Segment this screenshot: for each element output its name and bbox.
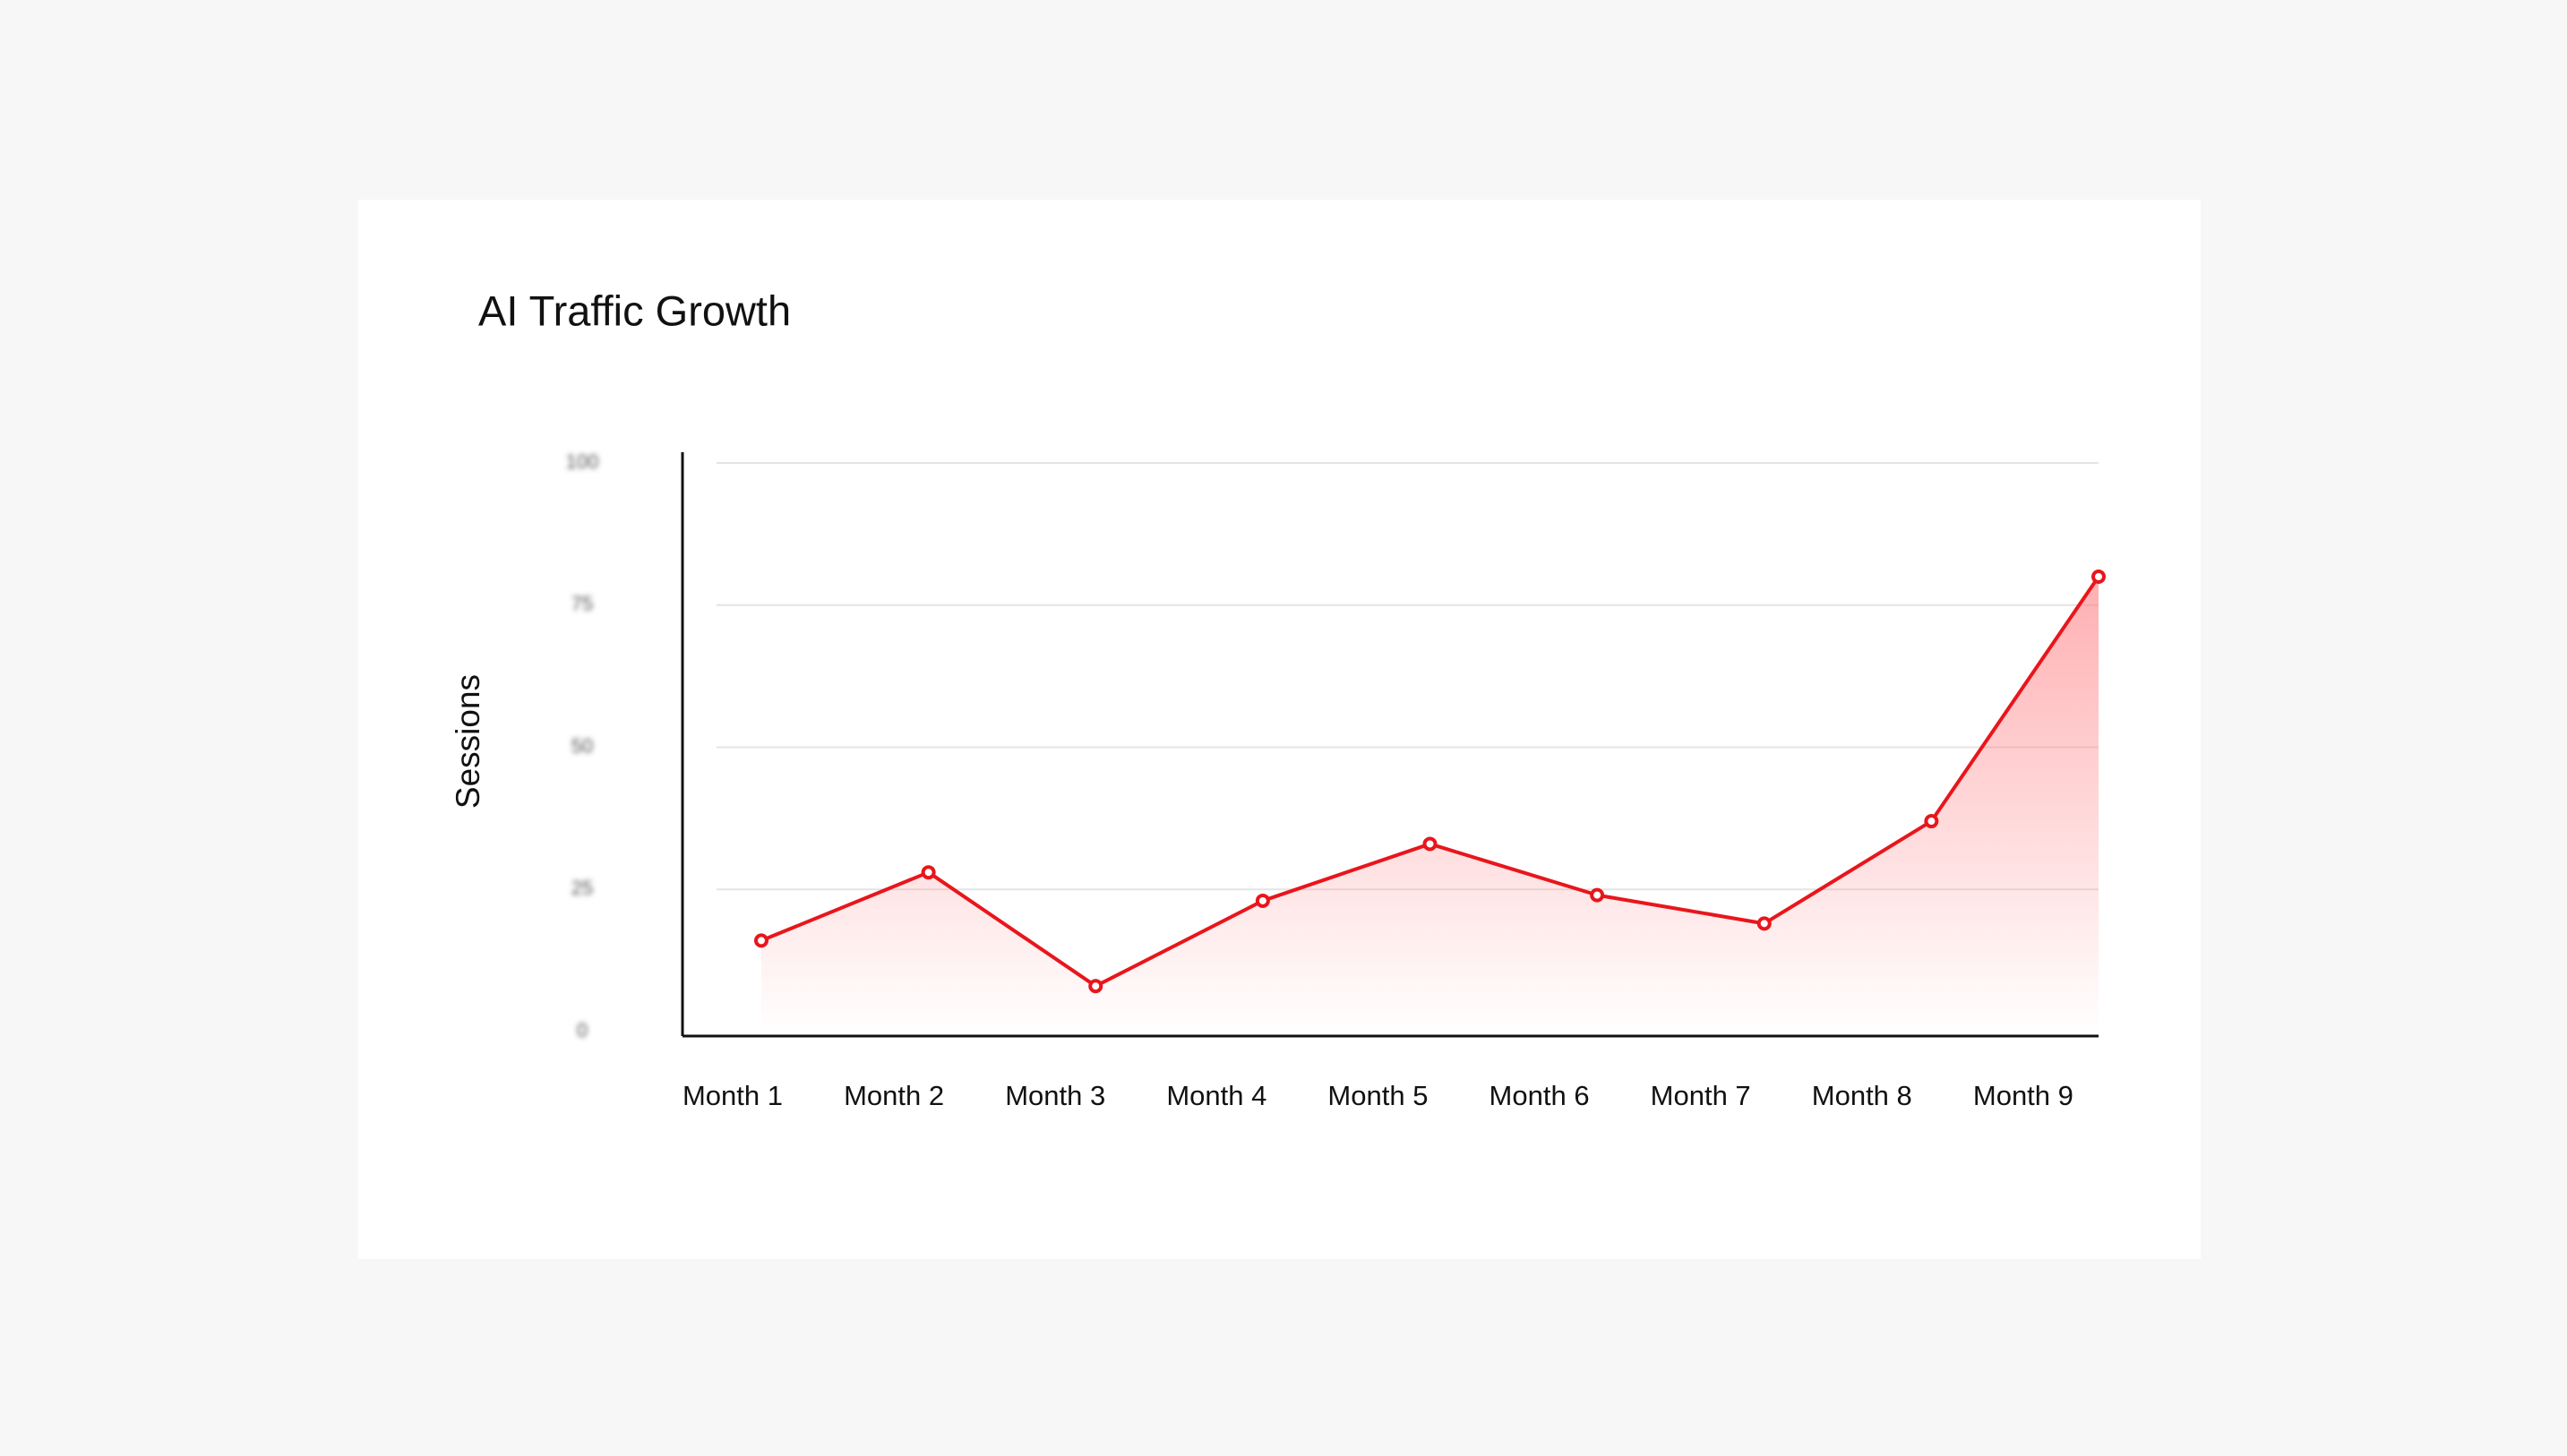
point <box>1422 836 1438 852</box>
x-tick-label: Month 2 <box>844 1080 944 1111</box>
y-tick-label: 75 <box>571 593 593 615</box>
chart-title: AI Traffic Growth <box>478 287 791 334</box>
point <box>2091 570 2106 584</box>
x-tick-label: Month 5 <box>1327 1080 1428 1111</box>
point <box>1590 887 1605 903</box>
point <box>1756 916 1772 931</box>
y-tick-label: 25 <box>571 877 593 899</box>
y-axis-label: Sessions <box>450 674 486 809</box>
point <box>1088 979 1103 994</box>
area <box>761 577 2099 1036</box>
y-tick-label: 50 <box>571 734 593 757</box>
x-tick-label: Month 6 <box>1490 1080 1590 1111</box>
point <box>1255 893 1270 908</box>
card <box>358 200 2201 1259</box>
point <box>921 865 936 880</box>
y-tick-label: 0 <box>577 1019 588 1041</box>
point <box>1924 814 1939 829</box>
y-tick-label: 100 <box>566 450 599 473</box>
point <box>754 933 768 948</box>
x-tick-label: Month 4 <box>1166 1080 1266 1111</box>
x-tick-label: Month 7 <box>1651 1080 1751 1111</box>
x-tick-label: Month 8 <box>1812 1080 1912 1111</box>
x-tick-label: Month 1 <box>683 1080 783 1111</box>
x-tick-label: Month 9 <box>1973 1080 2073 1111</box>
x-tick-label: Month 3 <box>1005 1080 1105 1111</box>
